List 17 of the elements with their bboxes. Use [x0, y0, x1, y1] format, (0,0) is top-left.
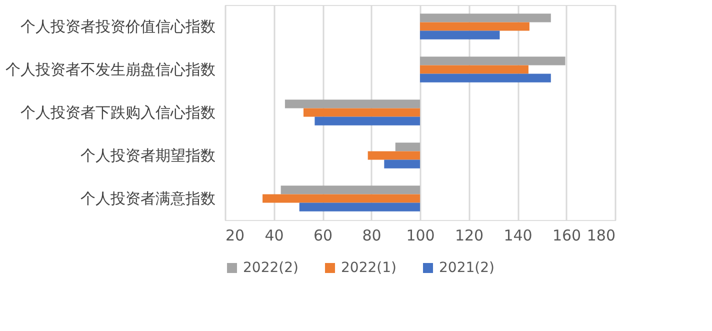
legend-label: 2022(1)	[341, 260, 396, 276]
x-tick-label: 180	[586, 226, 616, 244]
y-tick-label: 个人投资者满意指数	[80, 190, 216, 208]
x-tick-label: 80	[362, 226, 382, 244]
y-tick-label: 个人投资者投资价值信心指数	[20, 18, 216, 36]
x-tick-label: 60	[313, 226, 333, 244]
y-tick-label: 个人投资者期望指数	[80, 146, 216, 164]
x-tick-label: 120	[454, 226, 484, 244]
x-tick-label: 140	[504, 226, 532, 244]
legend-label: 2022(2)	[243, 260, 298, 276]
y-tick-label: 个人投资者不发生崩盘信心指数	[6, 60, 216, 78]
legend-label: 2021(2)	[439, 260, 494, 276]
y-tick-label: 个人投资者下跌购入信心指数	[20, 104, 216, 122]
x-tick-label: 100	[406, 226, 435, 244]
x-tick-label: 40	[264, 226, 284, 244]
x-tick-label: 20	[226, 226, 245, 244]
x-tick-label: 160	[552, 226, 582, 244]
